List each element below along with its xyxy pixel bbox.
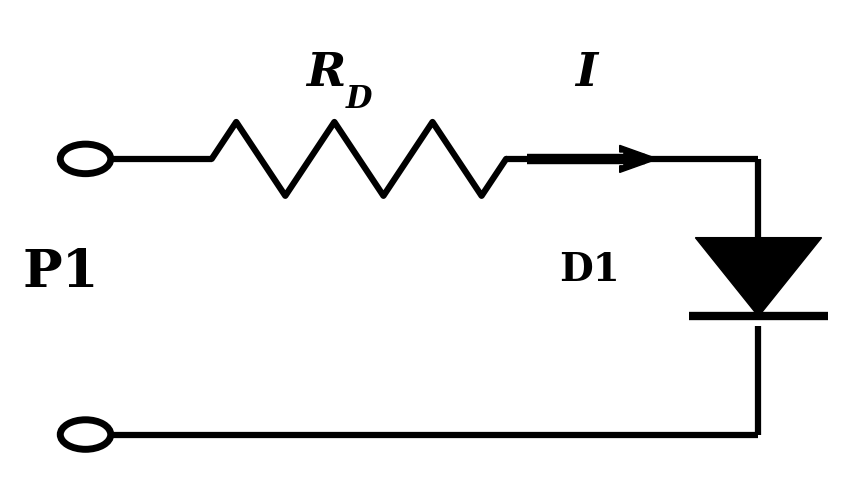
- Text: R: R: [306, 50, 345, 96]
- Polygon shape: [695, 238, 821, 316]
- Text: I: I: [575, 50, 597, 96]
- Text: D1: D1: [559, 250, 619, 289]
- Text: D: D: [346, 84, 372, 115]
- Circle shape: [60, 420, 111, 449]
- Circle shape: [60, 144, 111, 174]
- FancyArrow shape: [619, 146, 657, 172]
- Text: P1: P1: [23, 247, 99, 297]
